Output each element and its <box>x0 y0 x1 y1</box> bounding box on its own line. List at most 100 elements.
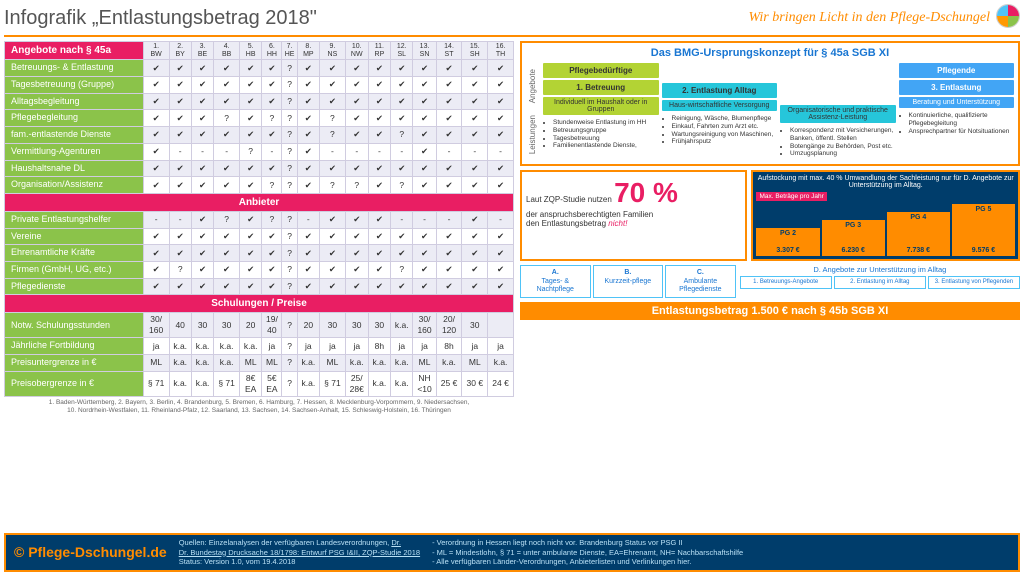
table-cell: - <box>462 143 488 160</box>
table-cell: ? <box>282 278 297 295</box>
table-cell: ✔ <box>191 77 213 94</box>
table-cell: ✔ <box>413 245 436 262</box>
table-cell: ✔ <box>214 261 240 278</box>
table-cell: ? <box>282 177 297 194</box>
table-cell: k.a. <box>169 371 191 396</box>
table-cell: k.a. <box>214 355 240 372</box>
entlastung-bar: Entlastungsbetrag 1.500 € nach § 45b SGB… <box>520 302 1020 320</box>
table-cell: ✔ <box>436 127 462 144</box>
table-cell: k.a. <box>368 371 390 396</box>
table-cell: ✔ <box>436 278 462 295</box>
table-cell: ✔ <box>436 160 462 177</box>
table-row-label: fam.-entlastende Dienste <box>5 127 144 144</box>
table-cell: ? <box>345 177 368 194</box>
table-row-label: Haushaltsnahe DL <box>5 160 144 177</box>
table-cell: ? <box>262 211 282 228</box>
table-cell: ✔ <box>239 60 261 77</box>
table-cell: ja <box>262 338 282 355</box>
table-cell: k.a. <box>488 355 514 372</box>
table-cell: ✔ <box>143 245 169 262</box>
table-cell: ✔ <box>391 245 413 262</box>
source-link-2[interactable]: Dr. Bundestag Drucksache 18/1798: Entwur… <box>179 548 420 557</box>
table-cell: ✔ <box>462 245 488 262</box>
table-cell: ✔ <box>488 127 514 144</box>
table-cell: ✔ <box>214 278 240 295</box>
table-cell: ? <box>262 110 282 127</box>
table-cell: § 71 <box>320 371 346 396</box>
table-cell: k.a. <box>297 371 319 396</box>
table-cell: ja <box>413 338 436 355</box>
table-cell: ✔ <box>239 228 261 245</box>
cat-c: C.Ambulante Pflegedienste <box>665 265 736 298</box>
table-cell: ✔ <box>345 278 368 295</box>
table-cell: ✔ <box>262 160 282 177</box>
table-cell: ✔ <box>345 261 368 278</box>
table-cell: ✔ <box>436 93 462 110</box>
table-cell: ✔ <box>488 261 514 278</box>
table-cell: 30 <box>462 313 488 338</box>
table-cell: k.a. <box>169 355 191 372</box>
table-cell: ? <box>282 245 297 262</box>
table-cell: ✔ <box>391 110 413 127</box>
source-link[interactable]: Dr. <box>391 538 401 547</box>
table-cell: ✔ <box>462 278 488 295</box>
table-cell: ? <box>282 93 297 110</box>
table-cell: ✔ <box>320 211 346 228</box>
table-cell: 30 <box>191 313 213 338</box>
table-cell: 25 € <box>436 371 462 396</box>
table-cell: ✔ <box>239 77 261 94</box>
table-cell: ja <box>488 338 514 355</box>
table-cell: ✔ <box>191 261 213 278</box>
table-cell: ✔ <box>143 77 169 94</box>
table-cell: ? <box>214 211 240 228</box>
table-cell: ✔ <box>262 93 282 110</box>
table-cell: ✔ <box>436 77 462 94</box>
table-cell: ✔ <box>345 160 368 177</box>
table-cell: - <box>262 143 282 160</box>
table-cell: ✔ <box>239 278 261 295</box>
table-cell: ✔ <box>239 110 261 127</box>
table-cell: § 71 <box>214 371 240 396</box>
table-cell: - <box>214 143 240 160</box>
table-cell: ✔ <box>297 93 319 110</box>
table-cell: ? <box>282 313 297 338</box>
table-cell: ✔ <box>391 160 413 177</box>
table-cell: ✔ <box>239 160 261 177</box>
table-cell: ✔ <box>297 177 319 194</box>
table-cell: ✔ <box>214 160 240 177</box>
table-row-label: Pflegebegleitung <box>5 110 144 127</box>
table-cell: ? <box>239 143 261 160</box>
table-cell: ✔ <box>169 160 191 177</box>
table-cell: ? <box>391 177 413 194</box>
table-cell: ✔ <box>488 228 514 245</box>
table-cell: ✔ <box>262 261 282 278</box>
table-cell: ? <box>262 177 282 194</box>
table-cell: § 71 <box>143 371 169 396</box>
table-cell: - <box>436 143 462 160</box>
table-cell: ✔ <box>297 143 319 160</box>
table-cell: ✔ <box>462 160 488 177</box>
table-cell: ✔ <box>488 177 514 194</box>
table-cell: k.a. <box>391 313 413 338</box>
table-cell: ML <box>239 355 261 372</box>
table-cell <box>488 313 514 338</box>
table-cell: ✔ <box>214 77 240 94</box>
table-cell: k.a. <box>368 355 390 372</box>
table-cell: ✔ <box>262 77 282 94</box>
table-cell: ✔ <box>143 110 169 127</box>
table-cell: ? <box>391 127 413 144</box>
table-cell: - <box>391 143 413 160</box>
table-cell: 30 <box>214 313 240 338</box>
table-cell: k.a. <box>345 355 368 372</box>
table-cell: ✔ <box>488 60 514 77</box>
table-cell: ✔ <box>368 77 390 94</box>
table-cell: ✔ <box>214 127 240 144</box>
table-cell: 20/120 <box>436 313 462 338</box>
table-cell: ✔ <box>239 261 261 278</box>
table-cell: ✔ <box>143 93 169 110</box>
table-cell: ? <box>320 110 346 127</box>
table-cell: ✔ <box>169 245 191 262</box>
table-cell: ✔ <box>462 93 488 110</box>
table-cell: ✔ <box>368 110 390 127</box>
table-cell: ✔ <box>191 245 213 262</box>
